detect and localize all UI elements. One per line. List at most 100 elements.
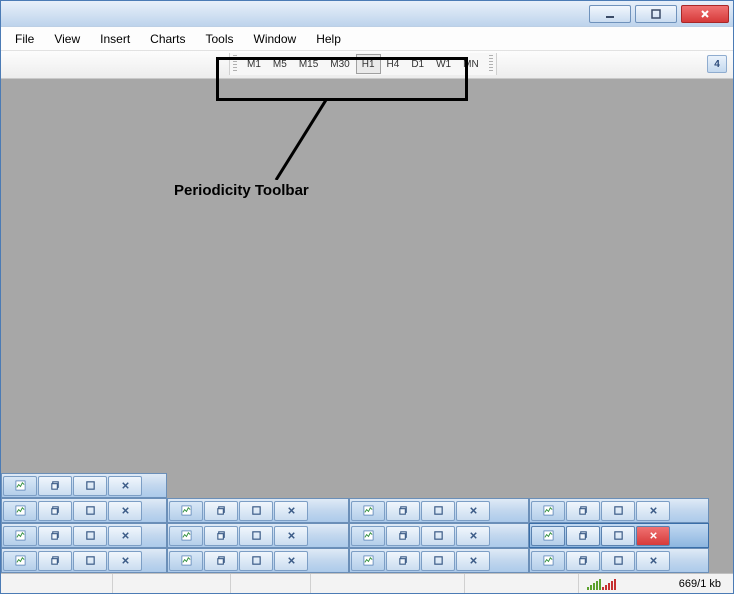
- close-button[interactable]: [681, 5, 729, 23]
- mdi-chart-icon[interactable]: [3, 551, 37, 571]
- menubar: FileViewInsertChartsToolsWindowHelp: [1, 27, 733, 51]
- mdi-restore-button[interactable]: [566, 551, 600, 571]
- period-m1[interactable]: M1: [241, 54, 267, 74]
- menu-window[interactable]: Window: [244, 29, 307, 49]
- mdi-restore-button[interactable]: [38, 476, 72, 496]
- mdi-maximize-button[interactable]: [239, 526, 273, 546]
- mdi-window[interactable]: [1, 473, 167, 498]
- mdi-chart-icon[interactable]: [3, 476, 37, 496]
- mdi-window[interactable]: [349, 498, 529, 523]
- mdi-close-button[interactable]: [108, 526, 142, 546]
- mdi-window[interactable]: [1, 548, 167, 573]
- app-window: FileViewInsertChartsToolsWindowHelp M1M5…: [0, 0, 734, 594]
- mdi-maximize-button[interactable]: [239, 551, 273, 571]
- mdi-window[interactable]: [1, 523, 167, 548]
- period-m30[interactable]: M30: [324, 54, 355, 74]
- mdi-maximize-button[interactable]: [73, 476, 107, 496]
- status-segment: [1, 574, 113, 593]
- mdi-maximize-button[interactable]: [601, 501, 635, 521]
- mdi-window[interactable]: [167, 548, 349, 573]
- mdi-window[interactable]: [529, 498, 709, 523]
- traffic-label: 669/1 kb: [675, 574, 733, 593]
- mdi-restore-button[interactable]: [386, 501, 420, 521]
- mdi-row: [1, 548, 733, 573]
- mdi-maximize-button[interactable]: [421, 551, 455, 571]
- mdi-chart-icon[interactable]: [351, 551, 385, 571]
- mdi-chart-icon[interactable]: [351, 526, 385, 546]
- mdi-chart-icon[interactable]: [169, 526, 203, 546]
- maximize-button[interactable]: [635, 5, 677, 23]
- mdi-window[interactable]: [529, 548, 709, 573]
- mdi-restore-button[interactable]: [204, 551, 238, 571]
- menu-insert[interactable]: Insert: [90, 29, 140, 49]
- mdi-window[interactable]: [529, 523, 709, 548]
- mdi-maximize-button[interactable]: [73, 501, 107, 521]
- workspace-badge[interactable]: 4: [707, 55, 727, 73]
- mdi-close-button[interactable]: [274, 501, 308, 521]
- period-m15[interactable]: M15: [293, 54, 324, 74]
- mdi-close-button[interactable]: [636, 526, 670, 546]
- mdi-window[interactable]: [349, 523, 529, 548]
- mdi-window[interactable]: [167, 498, 349, 523]
- mdi-chart-icon[interactable]: [531, 551, 565, 571]
- mdi-close-button[interactable]: [274, 526, 308, 546]
- period-h4[interactable]: H4: [381, 54, 406, 74]
- mdi-chart-icon[interactable]: [169, 501, 203, 521]
- toolbar-grip-right[interactable]: [489, 55, 493, 73]
- mdi-close-button[interactable]: [108, 551, 142, 571]
- mdi-restore-button[interactable]: [386, 526, 420, 546]
- mdi-chart-icon[interactable]: [3, 526, 37, 546]
- menu-charts[interactable]: Charts: [140, 29, 195, 49]
- mdi-chart-icon[interactable]: [351, 501, 385, 521]
- mdi-maximize-button[interactable]: [421, 526, 455, 546]
- mdi-close-button[interactable]: [108, 476, 142, 496]
- mdi-maximize-button[interactable]: [239, 501, 273, 521]
- mdi-restore-button[interactable]: [204, 526, 238, 546]
- mdi-row: [1, 498, 733, 523]
- mdi-container: [1, 473, 733, 573]
- mdi-maximize-button[interactable]: [601, 551, 635, 571]
- connection-indicator: [579, 574, 620, 593]
- mdi-close-button[interactable]: [636, 501, 670, 521]
- mdi-close-button[interactable]: [274, 551, 308, 571]
- mdi-window[interactable]: [349, 548, 529, 573]
- mdi-maximize-button[interactable]: [73, 526, 107, 546]
- menu-tools[interactable]: Tools: [196, 29, 244, 49]
- mdi-close-button[interactable]: [456, 551, 490, 571]
- mdi-close-button[interactable]: [636, 551, 670, 571]
- menu-view[interactable]: View: [44, 29, 90, 49]
- maximize-icon: [650, 8, 662, 20]
- minimize-button[interactable]: [589, 5, 631, 23]
- mdi-restore-button[interactable]: [38, 501, 72, 521]
- mdi-close-button[interactable]: [456, 501, 490, 521]
- period-w1[interactable]: W1: [430, 54, 457, 74]
- period-mn[interactable]: MN: [457, 54, 485, 74]
- mdi-restore-button[interactable]: [38, 551, 72, 571]
- period-h1[interactable]: H1: [356, 54, 381, 74]
- mdi-close-button[interactable]: [108, 501, 142, 521]
- mdi-restore-button[interactable]: [566, 501, 600, 521]
- period-d1[interactable]: D1: [405, 54, 430, 74]
- periodicity-toolbar: M1M5M15M30H1H4D1W1MN: [229, 53, 497, 75]
- mdi-chart-icon[interactable]: [531, 501, 565, 521]
- toolbar-row: M1M5M15M30H1H4D1W1MN 4: [1, 51, 733, 79]
- menu-file[interactable]: File: [5, 29, 44, 49]
- period-m5[interactable]: M5: [267, 54, 293, 74]
- mdi-window[interactable]: [167, 523, 349, 548]
- toolbar-grip[interactable]: [233, 55, 237, 73]
- mdi-maximize-button[interactable]: [601, 526, 635, 546]
- mdi-restore-button[interactable]: [204, 501, 238, 521]
- menu-help[interactable]: Help: [306, 29, 351, 49]
- mdi-maximize-button[interactable]: [73, 551, 107, 571]
- mdi-window[interactable]: [1, 498, 167, 523]
- mdi-chart-icon[interactable]: [169, 551, 203, 571]
- mdi-chart-icon[interactable]: [531, 526, 565, 546]
- mdi-close-button[interactable]: [456, 526, 490, 546]
- mdi-restore-button[interactable]: [566, 526, 600, 546]
- mdi-chart-icon[interactable]: [3, 501, 37, 521]
- main-workspace: [1, 79, 733, 573]
- status-segment: [465, 574, 579, 593]
- mdi-maximize-button[interactable]: [421, 501, 455, 521]
- mdi-restore-button[interactable]: [386, 551, 420, 571]
- mdi-restore-button[interactable]: [38, 526, 72, 546]
